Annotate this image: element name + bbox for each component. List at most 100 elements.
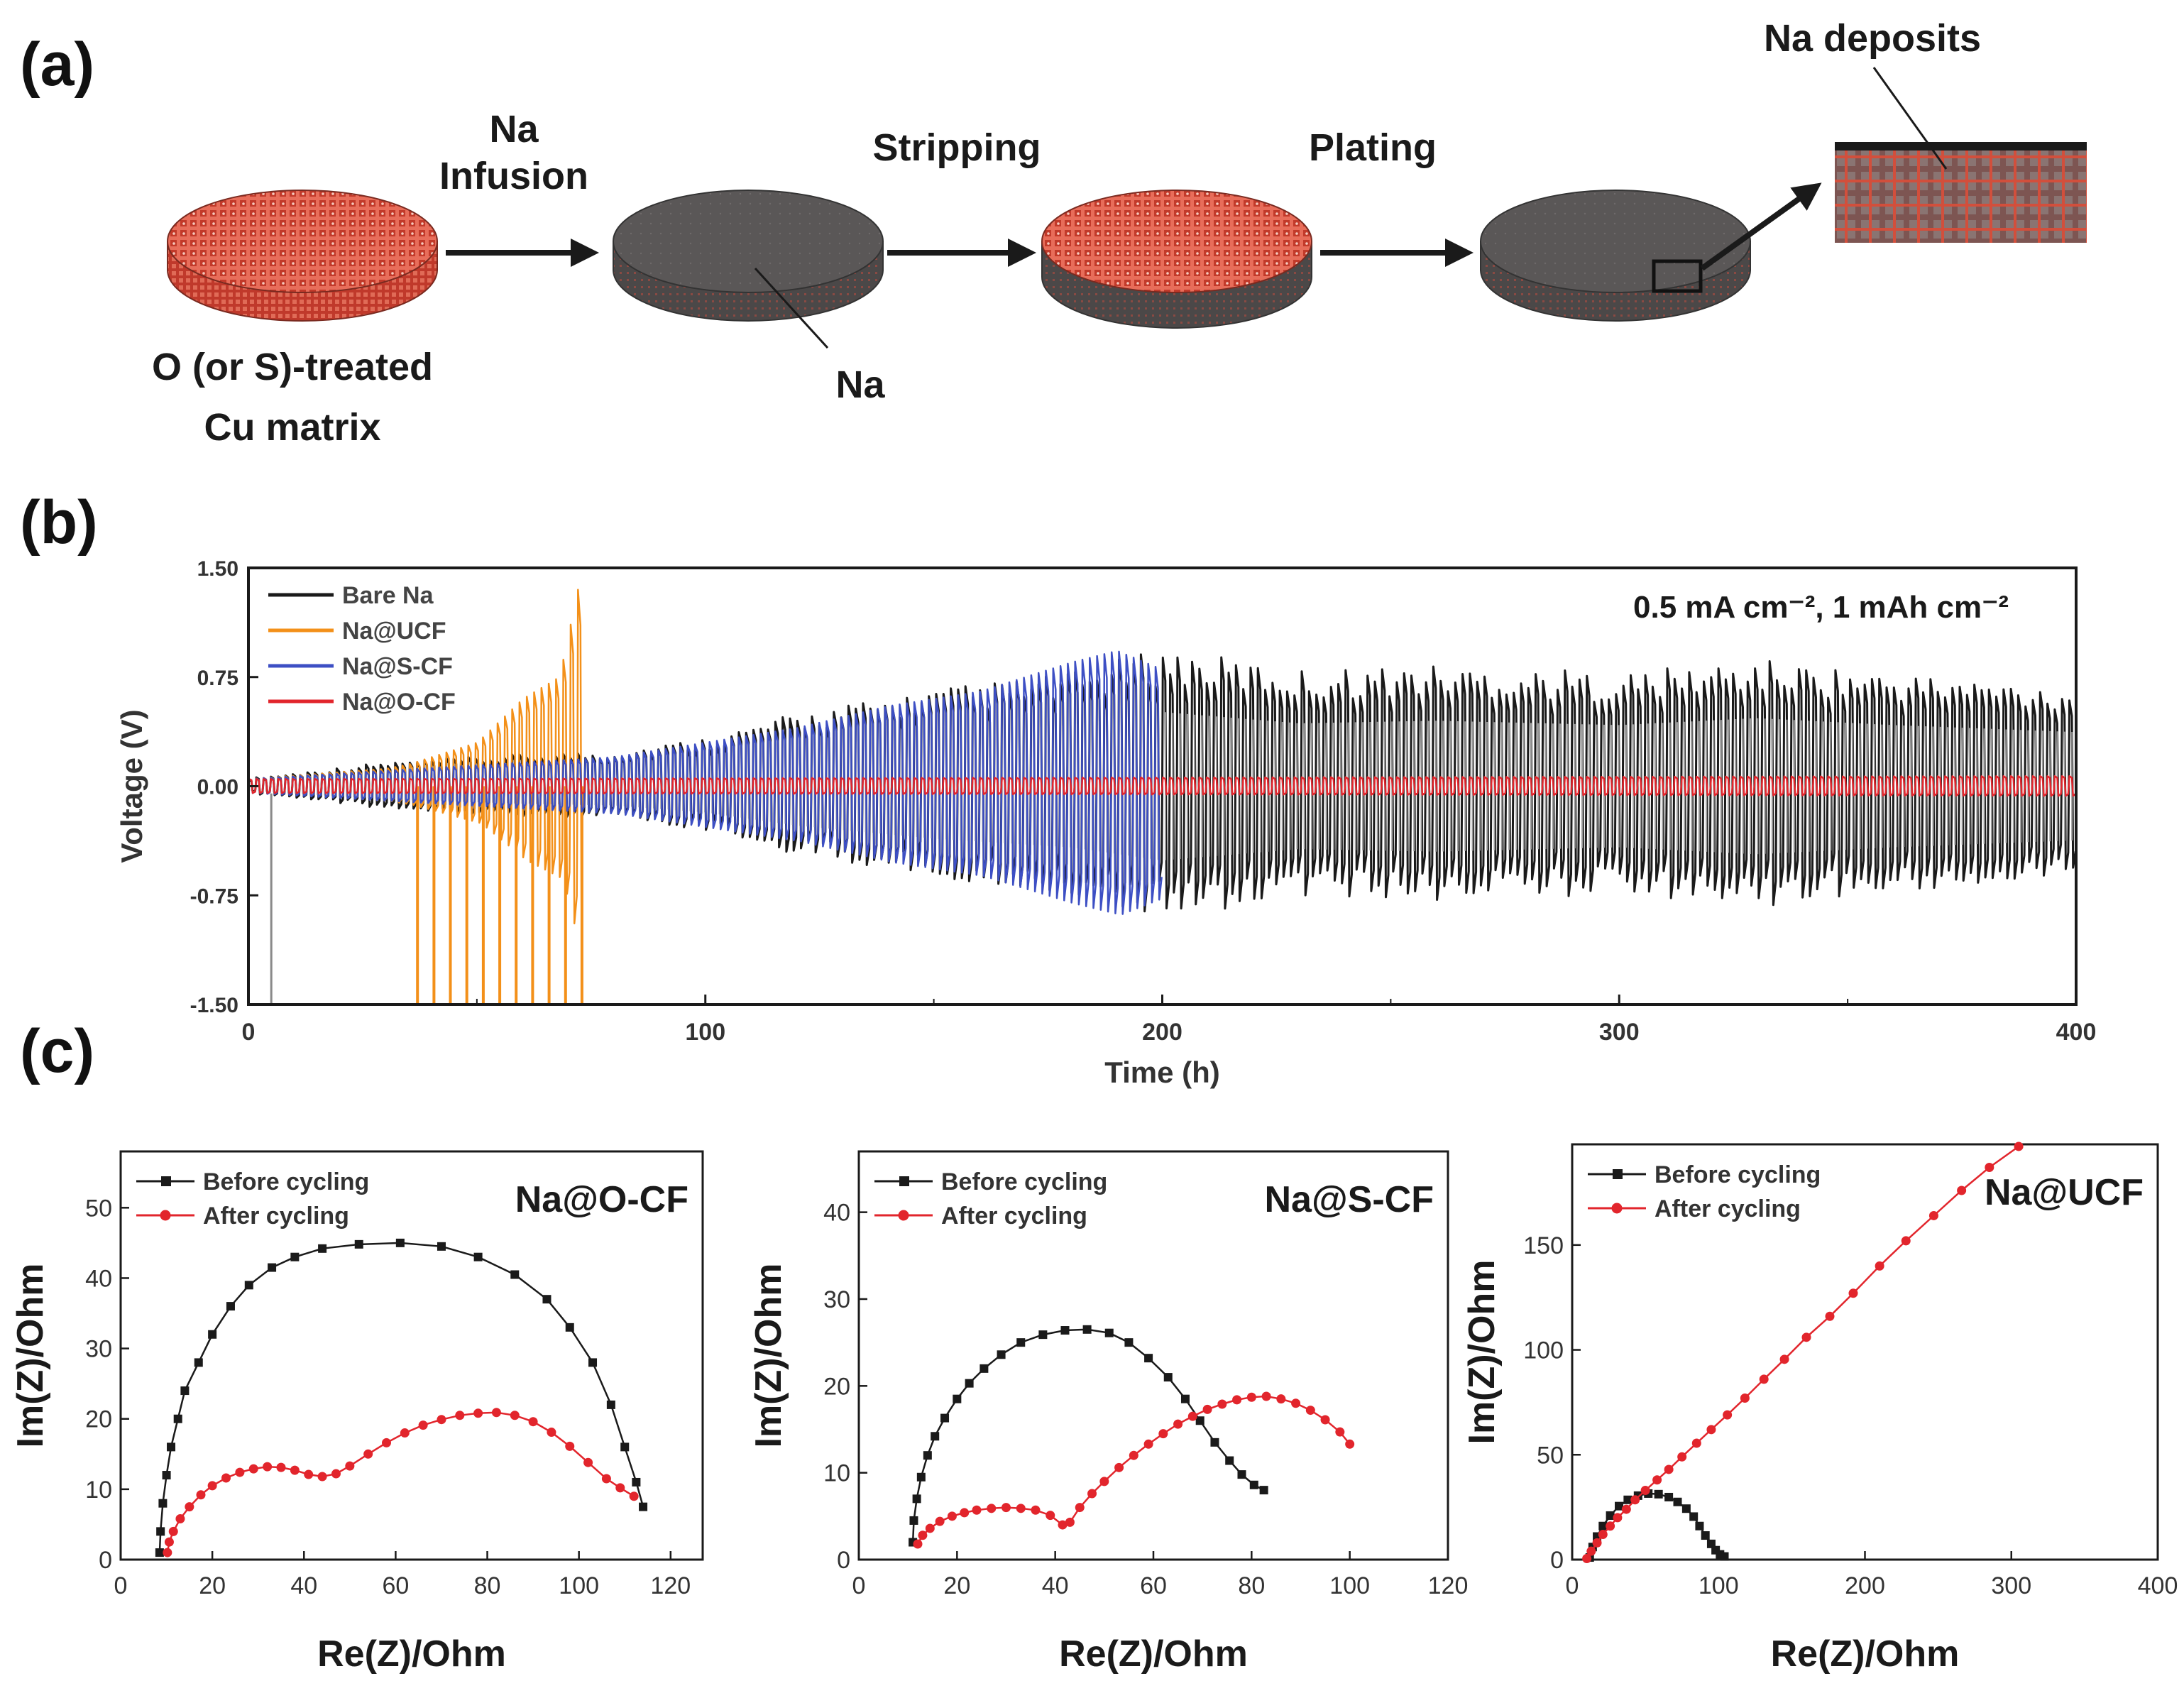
y-tick-label: 0.00 [197, 776, 238, 799]
data-point [1016, 1338, 1026, 1347]
x-tick-label: 300 [1599, 1019, 1640, 1046]
data-point [1320, 1415, 1330, 1425]
y-axis-label: Im(Z)/Ohm [748, 1264, 789, 1448]
data-point [1114, 1462, 1124, 1472]
y-axis-label: Im(Z)/Ohm [10, 1264, 51, 1448]
eis-chart-ucf: 0 100 200 300 400 0 50 100 150 Re(Z)/Ohm Im(Z)/Ohm… [1461, 1141, 2178, 1675]
data-point [583, 1457, 593, 1467]
data-point [437, 1242, 446, 1251]
start-label-line2: Cu matrix [204, 406, 380, 449]
x-tick-label: 120 [650, 1572, 691, 1599]
data-point [1630, 1495, 1640, 1505]
x-axis-label: Re(Z)/Ohm [317, 1633, 506, 1675]
x-tick-label: 400 [2138, 1572, 2178, 1599]
data-point [935, 1516, 945, 1526]
x-tick-label: 200 [1142, 1019, 1182, 1046]
x-tick-label: 20 [199, 1572, 226, 1599]
legend-label-0: Before cycling [941, 1168, 1107, 1195]
data-point [455, 1411, 465, 1420]
data-point [155, 1548, 164, 1557]
x-tick-label: 100 [1699, 1572, 1739, 1599]
panel-a: (a) [20, 17, 2087, 449]
data-point [925, 1523, 935, 1533]
y-tick-label: 40 [823, 1200, 850, 1227]
data-point [1143, 1439, 1153, 1449]
data-point [244, 1281, 253, 1290]
data-point [235, 1467, 245, 1477]
data-point [290, 1252, 300, 1261]
data-point [1058, 1520, 1068, 1530]
data-point [1801, 1332, 1811, 1342]
data-point [304, 1469, 314, 1479]
data-point [1623, 1495, 1632, 1504]
plot-frame [119, 1150, 704, 1561]
data-point [1124, 1338, 1134, 1347]
data-point [418, 1420, 428, 1430]
data-point [317, 1472, 327, 1482]
plated-disk [1480, 190, 1751, 322]
data-point [1691, 1438, 1701, 1448]
y-tick-label: 0.75 [197, 667, 238, 690]
data-point [1246, 1392, 1256, 1402]
y-tick-label: 1.50 [197, 557, 238, 581]
data-point [1075, 1503, 1085, 1513]
legend-label-3: Na@O-CF [342, 689, 456, 716]
data-point [1099, 1477, 1109, 1486]
data-point [965, 1379, 974, 1388]
legend-marker-1 [898, 1210, 909, 1221]
y-tick-label: 40 [85, 1265, 112, 1292]
series-line-0 [158, 1242, 644, 1553]
chart-title: Na@S-CF [1265, 1179, 1434, 1220]
y-tick-label: 20 [823, 1373, 850, 1400]
data-point [987, 1504, 997, 1513]
data-point [1606, 1511, 1615, 1520]
data-point [248, 1464, 258, 1474]
data-point [381, 1438, 391, 1447]
y-axis-label: Voltage (V) [115, 709, 148, 863]
data-point [331, 1469, 341, 1479]
data-point [2014, 1141, 2024, 1151]
data-point [953, 1394, 962, 1403]
y-tick-label: 150 [1523, 1232, 1564, 1259]
data-point [1677, 1452, 1687, 1462]
data-point [1291, 1398, 1301, 1408]
data-point [639, 1502, 648, 1511]
data-point [164, 1537, 174, 1547]
step-plating: Plating [1309, 126, 1437, 169]
data-point [318, 1244, 327, 1253]
data-point [1173, 1419, 1183, 1429]
data-point [979, 1364, 989, 1373]
data-point [345, 1461, 355, 1471]
y-tick-label: 20 [85, 1406, 112, 1433]
data-point [1163, 1373, 1173, 1382]
data-point [1187, 1411, 1197, 1421]
data-point [1706, 1425, 1716, 1435]
data-point [163, 1548, 172, 1557]
data-point [916, 1472, 926, 1482]
data-point [940, 1413, 950, 1423]
data-point [918, 1531, 928, 1540]
data-point [226, 1302, 235, 1311]
na-pointer [754, 267, 829, 349]
y-tick-label: 10 [823, 1460, 850, 1487]
x-tick-label: 20 [943, 1572, 970, 1599]
data-point [363, 1449, 373, 1459]
x-tick-label: 60 [1140, 1572, 1167, 1599]
data-point [620, 1442, 630, 1452]
data-point [156, 1527, 165, 1536]
data-point [1957, 1186, 1967, 1195]
legend-label-0: Before cycling [203, 1168, 369, 1195]
data-point [268, 1263, 277, 1272]
data-point [180, 1386, 190, 1396]
data-point [491, 1408, 501, 1418]
x-tick-label: 100 [685, 1019, 725, 1046]
data-point [615, 1483, 625, 1493]
deposits-label: Na deposits [1764, 17, 1981, 60]
data-point [1606, 1521, 1615, 1531]
step-stripping: Stripping [873, 126, 1041, 169]
series-line-1 [916, 1395, 1351, 1545]
data-point [290, 1465, 300, 1475]
x-tick-label: 0 [852, 1572, 866, 1599]
data-point [221, 1473, 231, 1483]
